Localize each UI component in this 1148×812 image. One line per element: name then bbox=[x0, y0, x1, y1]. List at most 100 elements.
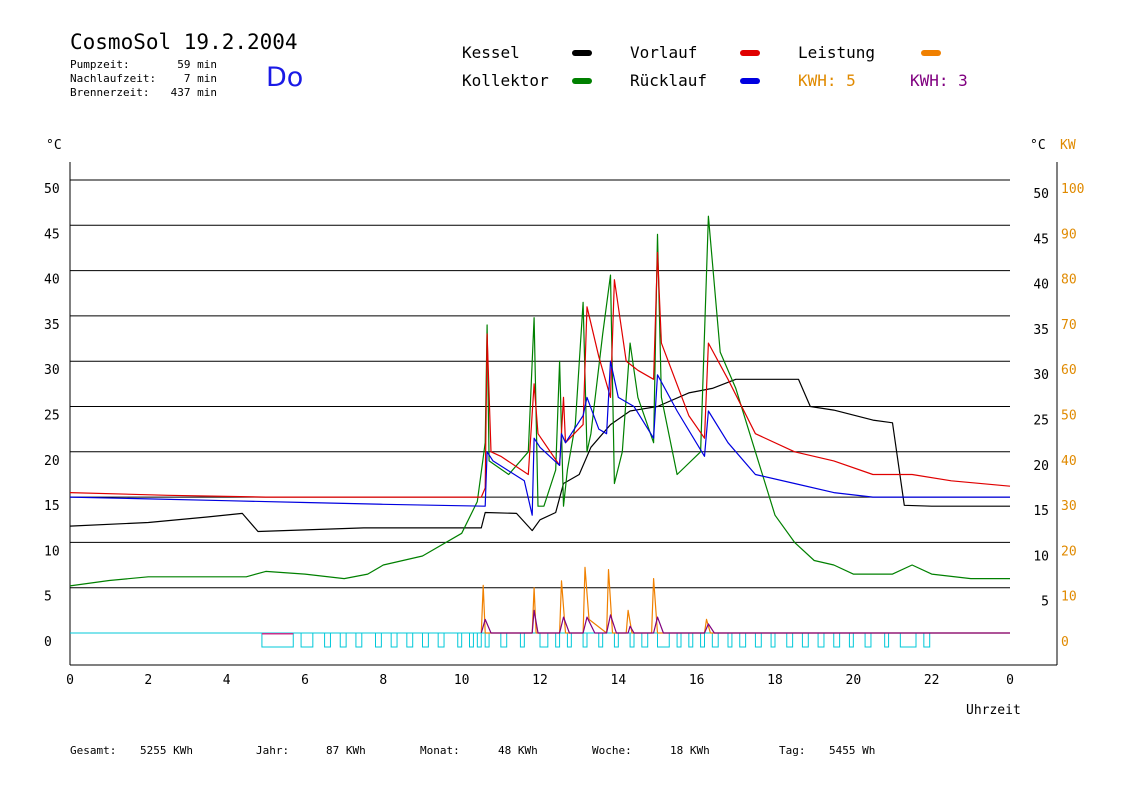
relay-pulse bbox=[899, 632, 917, 648]
relay-pulse bbox=[300, 632, 314, 648]
relay-pulse bbox=[582, 632, 588, 648]
page-title: CosmoSol 19.2.2004 bbox=[70, 30, 298, 54]
relay-pulse bbox=[406, 632, 414, 648]
legend-swatch-kollektor bbox=[572, 78, 592, 84]
relay-pulse bbox=[566, 632, 572, 648]
chart-grid bbox=[70, 179, 1010, 589]
y-tick-label-left: 50 bbox=[44, 182, 60, 197]
footer-jahr-label: Jahr: bbox=[256, 744, 290, 757]
x-tick-label: 12 bbox=[532, 673, 548, 688]
series-line-r-cklauf-3 bbox=[69, 360, 1010, 516]
y-tick-label-left: 0 bbox=[44, 635, 52, 650]
x-axis-label: Uhrzeit bbox=[966, 703, 1021, 718]
chart-ticks: 0510152025303540455051015202530354045500… bbox=[44, 182, 1084, 688]
relay-pulse bbox=[422, 632, 429, 648]
relay-pulse bbox=[437, 632, 445, 648]
y-axis-label-left: °C bbox=[46, 138, 62, 153]
y2-tick-label: 0 bbox=[1061, 635, 1069, 650]
relay-pulse bbox=[770, 632, 776, 648]
y2-tick-label: 40 bbox=[1061, 454, 1077, 469]
relay-pulse bbox=[676, 632, 682, 648]
y2-tick-label: 30 bbox=[1061, 499, 1077, 514]
y2-tick-label: 50 bbox=[1061, 409, 1077, 424]
y-tick-label-left: 10 bbox=[44, 544, 60, 559]
relay-pulse bbox=[539, 632, 549, 648]
footer-jahr-value: 87 KWh bbox=[326, 744, 366, 757]
stat-value-brennerzeit: 437 min bbox=[170, 86, 217, 99]
relay-pulse bbox=[484, 632, 490, 648]
y-tick-label-left: 45 bbox=[44, 227, 60, 242]
series-line-vorlauf-2 bbox=[69, 251, 1011, 498]
y-tick-label-right: 35 bbox=[1033, 323, 1049, 338]
legend-label-leistung: Leistung bbox=[798, 43, 876, 62]
relay-pulse bbox=[688, 632, 694, 648]
relay-pulse bbox=[739, 632, 747, 648]
x-tick-label: 2 bbox=[144, 673, 152, 688]
y-tick-label-left: 35 bbox=[44, 318, 60, 333]
series-line-leistung-5 bbox=[480, 609, 1010, 634]
relay-pulse bbox=[700, 632, 705, 648]
y-tick-label-right: 15 bbox=[1033, 504, 1049, 519]
stat-label-nachlaufzeit: Nachlaufzeit: bbox=[70, 72, 157, 85]
y2-tick-label: 100 bbox=[1061, 182, 1084, 197]
relay-pulse bbox=[598, 632, 604, 648]
relay-pulse bbox=[848, 632, 854, 648]
relay-pulse bbox=[641, 632, 649, 648]
legend-swatch-ruecklauf bbox=[740, 78, 760, 84]
kwh-label-1-text: KWH: bbox=[798, 71, 837, 90]
relay-pulse bbox=[613, 632, 619, 648]
relay-pulse bbox=[519, 632, 525, 648]
relay-pulse bbox=[375, 632, 382, 648]
stat-value-pumpzeit: 59 min bbox=[177, 58, 217, 71]
x-tick-label: 8 bbox=[379, 673, 387, 688]
relay-burner-mark bbox=[261, 633, 294, 635]
pump-relay-track bbox=[70, 632, 1010, 648]
relay-pulse bbox=[261, 632, 294, 648]
relay-pulse bbox=[390, 632, 398, 648]
y-tick-label-left: 5 bbox=[44, 590, 52, 605]
legend-swatch-vorlauf bbox=[740, 50, 760, 56]
y-tick-label-left: 25 bbox=[44, 409, 60, 424]
y2-tick-label: 70 bbox=[1061, 318, 1077, 333]
relay-pulse bbox=[324, 632, 331, 648]
footer-tag-value: 5455 Wh bbox=[829, 744, 876, 757]
footer-gesamt-label: Gesamt: bbox=[70, 744, 117, 757]
series-line-kollektor-1 bbox=[69, 215, 1010, 587]
relay-pulse bbox=[555, 632, 561, 648]
x-tick-label: 0 bbox=[66, 673, 74, 688]
relay-pulse bbox=[629, 632, 635, 648]
y-tick-label-left: 30 bbox=[44, 363, 60, 378]
kwh-label-2: KWH: 3 bbox=[910, 71, 968, 90]
y-tick-label-right: 30 bbox=[1033, 368, 1049, 383]
x-tick-label: 18 bbox=[767, 673, 783, 688]
y-tick-label-right: 20 bbox=[1033, 459, 1049, 474]
relay-pulse bbox=[339, 632, 347, 648]
relay-pulse bbox=[500, 632, 508, 648]
y-tick-label-left: 20 bbox=[44, 454, 60, 469]
y-tick-label-right: 10 bbox=[1033, 549, 1049, 564]
day-label: Do bbox=[266, 62, 304, 93]
kwh-label-2-text: KWH: bbox=[910, 71, 949, 90]
relay-pulse bbox=[801, 632, 809, 648]
y2-axis-label-right: KW bbox=[1060, 138, 1076, 153]
relay-pulse bbox=[754, 632, 762, 648]
footer-tag-label: Tag: bbox=[779, 744, 806, 757]
footer-woche-value: 18 KWh bbox=[670, 744, 710, 757]
stat-label-pumpzeit: Pumpzeit: bbox=[70, 58, 130, 71]
legend-label-kollektor: Kollektor bbox=[462, 71, 549, 90]
y2-tick-label: 80 bbox=[1061, 273, 1077, 288]
y-tick-label-left: 15 bbox=[44, 499, 60, 514]
relay-pulse bbox=[884, 632, 890, 648]
y2-tick-label: 10 bbox=[1061, 590, 1077, 605]
relay-pulse bbox=[457, 632, 463, 648]
y2-tick-label: 90 bbox=[1061, 227, 1077, 242]
x-tick-label: 16 bbox=[689, 673, 705, 688]
relay-pulse bbox=[864, 632, 872, 648]
y-tick-label-right: 40 bbox=[1033, 278, 1049, 293]
y-tick-label-right: 45 bbox=[1033, 232, 1049, 247]
x-tick-label: 14 bbox=[611, 673, 627, 688]
relay-pulse bbox=[817, 632, 825, 648]
relay-pulse bbox=[786, 632, 794, 648]
legend-swatch-kessel bbox=[572, 50, 592, 56]
y-axis-label-right: °C bbox=[1030, 138, 1046, 153]
